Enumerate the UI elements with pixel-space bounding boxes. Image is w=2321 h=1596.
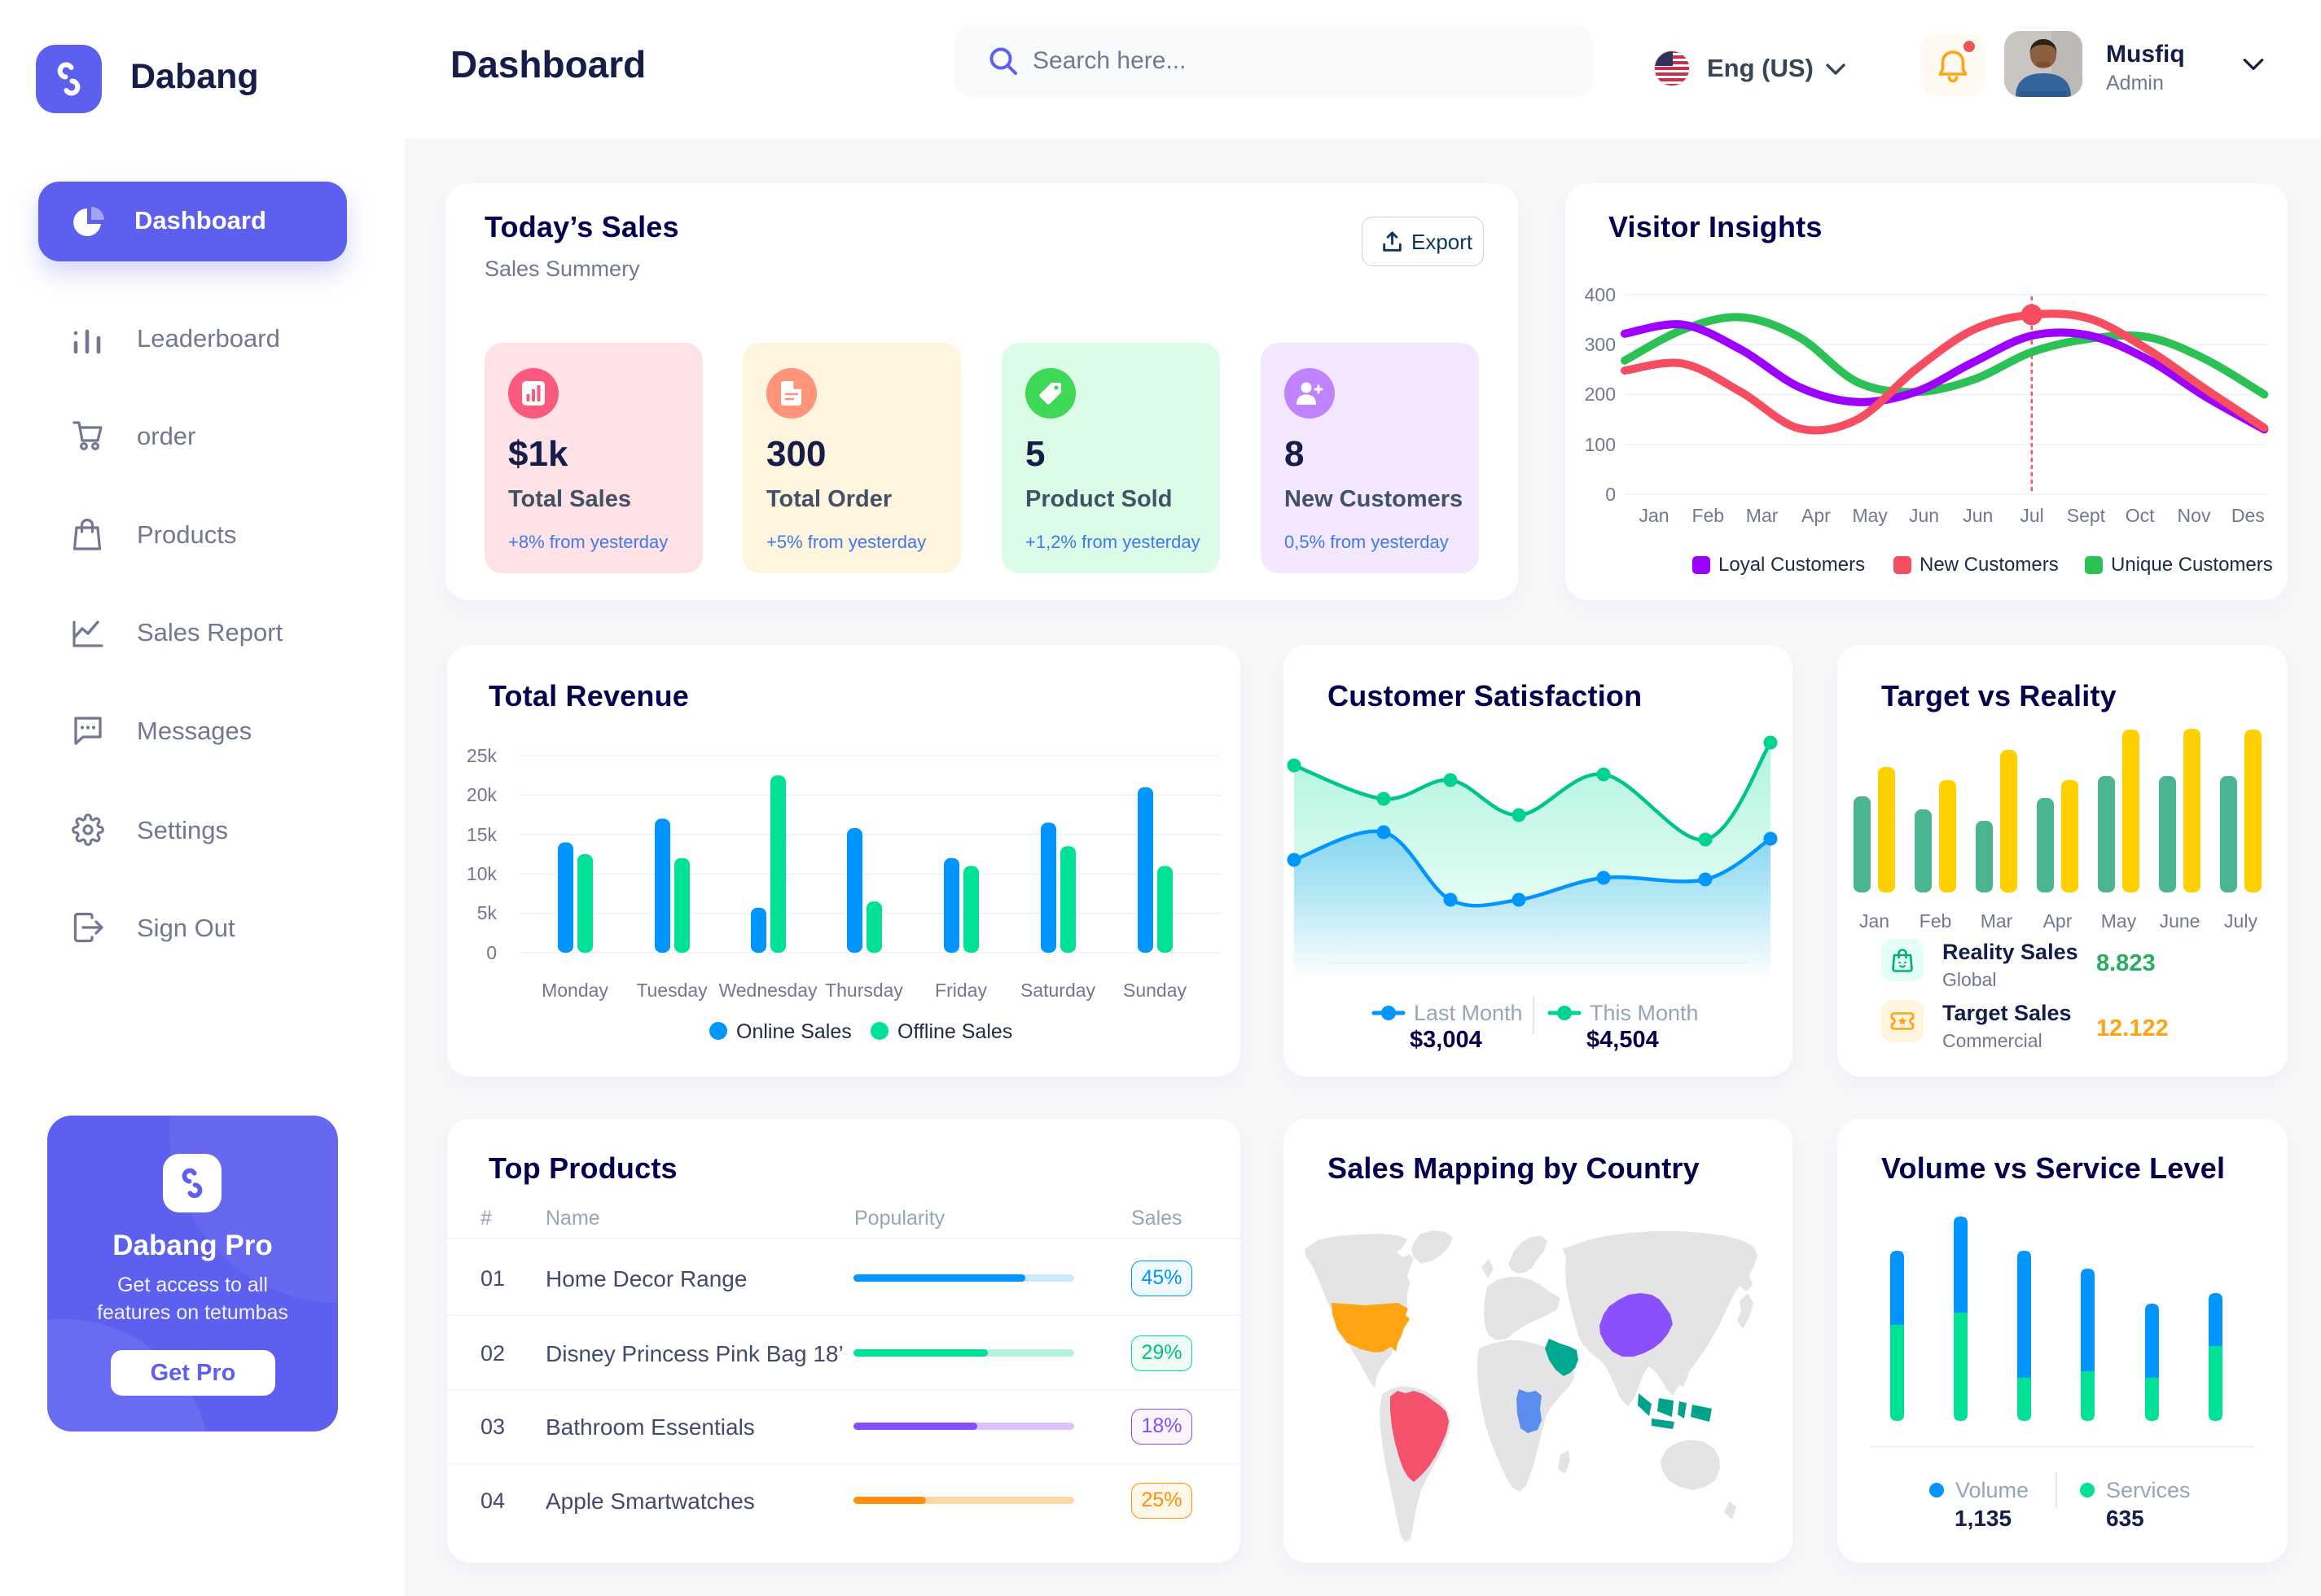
svg-text:Services: Services [2106,1478,2191,1502]
svg-text:Tuesday: Tuesday [636,980,708,1001]
svg-text:Saturday: Saturday [1020,980,1096,1001]
svg-text:Oct: Oct [2126,505,2155,526]
svg-text:Sunday: Sunday [1123,980,1187,1001]
svg-text:Des: Des [2231,505,2265,526]
svg-text:0: 0 [1605,484,1616,505]
svg-text:Friday: Friday [935,980,987,1001]
svg-text:Nov: Nov [2178,505,2211,526]
svg-text:May: May [2101,910,2137,932]
svg-text:Monday: Monday [542,980,608,1001]
svg-text:1,135: 1,135 [1955,1506,2012,1531]
svg-text:Mar: Mar [1981,910,2013,932]
svg-text:300: 300 [1585,334,1616,355]
svg-text:0: 0 [486,942,497,963]
svg-text:Online Sales: Online Sales [736,1020,852,1043]
svg-text:June: June [2160,910,2200,932]
svg-text:$4,504: $4,504 [1586,1027,1659,1053]
svg-text:Loyal Customers: Loyal Customers [1718,554,1865,576]
svg-text:Offline Sales: Offline Sales [897,1020,1012,1043]
svg-text:25k: 25k [467,745,498,766]
svg-text:Sept: Sept [2067,505,2106,526]
svg-text:Last Month: Last Month [1414,1001,1523,1025]
svg-text:Volume: Volume [1955,1478,2029,1502]
svg-text:Jun: Jun [1909,505,1939,526]
svg-text:Feb: Feb [1691,505,1724,526]
svg-text:100: 100 [1585,434,1616,455]
svg-text:5k: 5k [477,902,498,923]
svg-text:This Month: This Month [1590,1001,1699,1025]
svg-text:New Customers: New Customers [1920,554,2059,576]
svg-text:20k: 20k [467,784,498,805]
svg-text:Unique Customers: Unique Customers [2111,554,2273,576]
svg-text:635: 635 [2106,1506,2144,1531]
svg-text:15k: 15k [467,824,498,845]
svg-text:Feb: Feb [1920,910,1952,932]
svg-text:July: July [2224,910,2257,932]
svg-text:Thursday: Thursday [825,980,903,1001]
svg-text:Jun: Jun [1963,505,1993,526]
svg-text:Apr: Apr [1801,505,1831,526]
svg-text:200: 200 [1585,384,1616,405]
svg-text:Jul: Jul [2020,505,2043,526]
svg-text:Jan: Jan [1859,910,1889,932]
svg-text:Jan: Jan [1639,505,1669,526]
svg-text:$3,004: $3,004 [1410,1027,1482,1053]
svg-text:10k: 10k [467,863,498,884]
svg-text:Wednesday: Wednesday [718,980,818,1001]
svg-text:Mar: Mar [1746,505,1779,526]
svg-text:May: May [1852,505,1888,526]
svg-text:400: 400 [1585,284,1616,305]
svg-text:Apr: Apr [2043,910,2073,932]
